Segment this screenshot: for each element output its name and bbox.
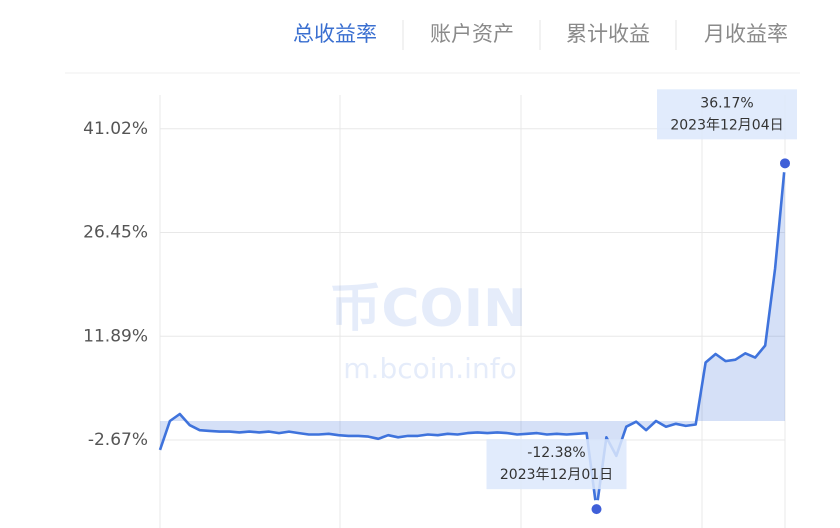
line [158, 163, 787, 511]
tooltip [657, 89, 797, 140]
watermark: 币COIN [329, 279, 526, 339]
tab[interactable]: 账户资产 [430, 22, 514, 46]
tooltip-value: 36.17% [700, 95, 753, 111]
watermark: m.bcoin.info [343, 352, 516, 385]
area [160, 163, 785, 510]
tooltip [486, 439, 627, 490]
tooltip-date: 2023年12月01日 [500, 467, 613, 483]
tab[interactable]: 月收益率 [704, 22, 788, 46]
grid [159, 95, 786, 528]
y-tick-label: 26.45% [83, 223, 148, 243]
tooltip-date: 2023年12月04日 [670, 117, 783, 133]
tooltip-value: -12.38% [527, 445, 585, 461]
point [587, 500, 606, 519]
point [776, 154, 794, 173]
y-tick-label: 41.02% [83, 119, 148, 139]
tab-active[interactable]: 总收益率 [293, 22, 377, 46]
tab[interactable]: 累计收益 [566, 22, 650, 46]
y-tick-label: 11.89% [83, 326, 148, 346]
y-tick-label: -2.67% [88, 430, 148, 450]
